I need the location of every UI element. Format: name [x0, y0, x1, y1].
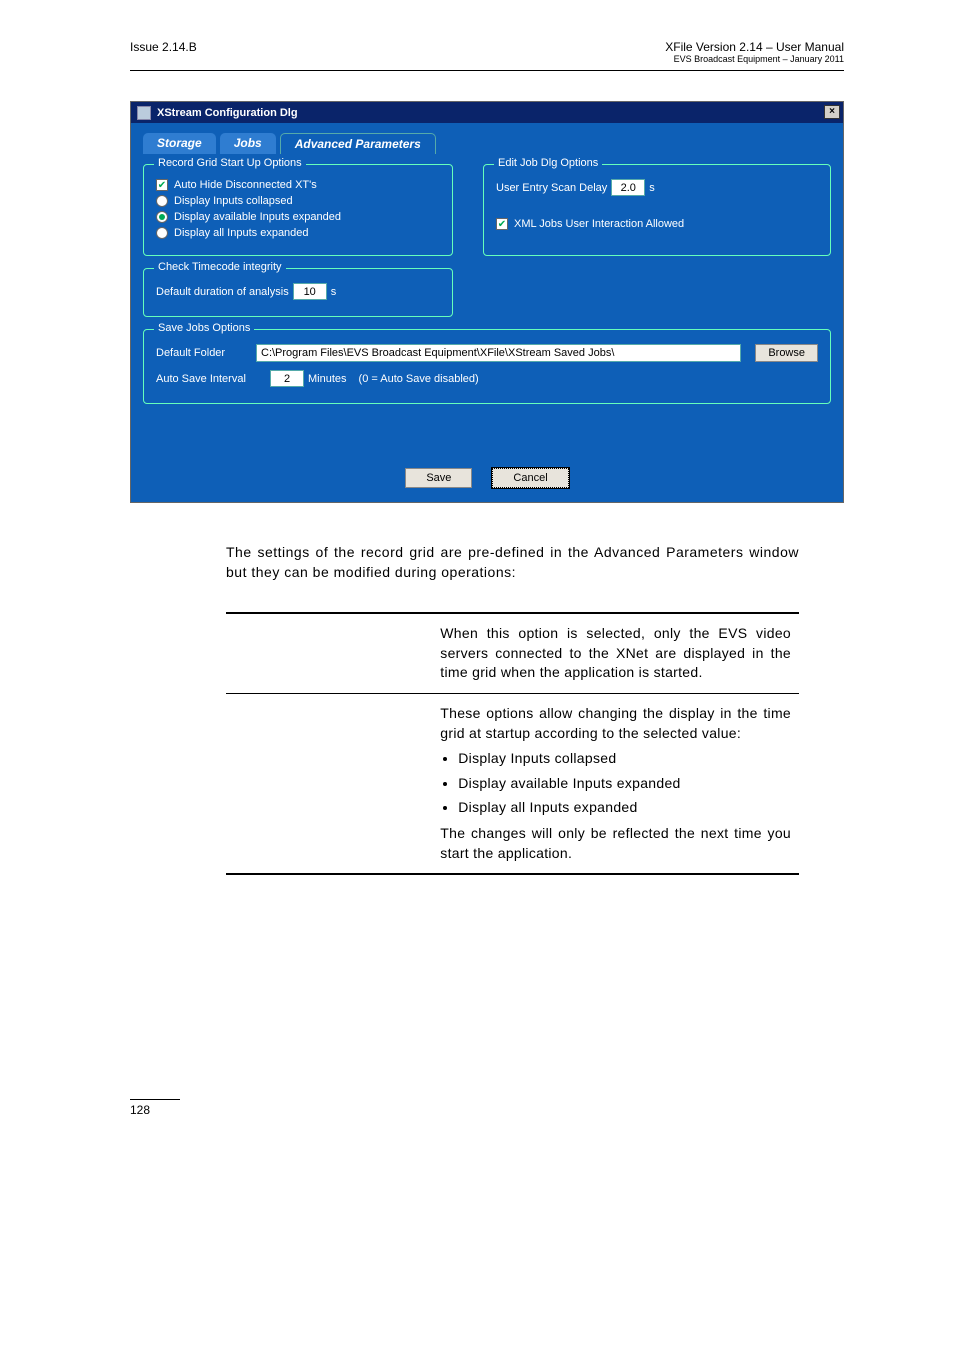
- unit-minutes: Minutes: [308, 373, 347, 385]
- save-button[interactable]: Save: [405, 468, 472, 488]
- label-duration: Default duration of analysis: [156, 286, 289, 298]
- app-icon: [137, 106, 151, 120]
- tab-advanced[interactable]: Advanced Parameters: [280, 133, 436, 154]
- dialog-titlebar: XStream Configuration Dlg ×: [131, 102, 843, 123]
- definition-table: When this option is selected, only the E…: [226, 612, 799, 875]
- radio-display-collapsed[interactable]: [156, 195, 168, 207]
- dialog-title: XStream Configuration Dlg: [157, 107, 298, 119]
- radio-display-all[interactable]: [156, 227, 168, 239]
- input-scan-delay[interactable]: [611, 179, 645, 196]
- row2-li1: Display Inputs collapsed: [458, 749, 791, 769]
- label-xml-jobs: XML Jobs User Interaction Allowed: [514, 218, 684, 230]
- label-auto-save-interval: Auto Save Interval: [156, 373, 266, 385]
- input-default-folder[interactable]: [256, 344, 741, 362]
- legend-record-grid: Record Grid Start Up Options: [154, 157, 306, 169]
- checkbox-auto-hide[interactable]: ✔: [156, 179, 168, 191]
- radio-display-available[interactable]: [156, 211, 168, 223]
- row2-intro: These options allow changing the display…: [440, 704, 791, 743]
- table-row: These options allow changing the display…: [226, 693, 799, 874]
- legend-save-jobs: Save Jobs Options: [154, 322, 254, 334]
- row2-li3: Display all Inputs expanded: [458, 798, 791, 818]
- doc-title: XFile Version 2.14 – User Manual: [665, 40, 844, 54]
- page-footer: 128: [130, 1095, 844, 1117]
- label-auto-hide: Auto Hide Disconnected XT's: [174, 179, 317, 191]
- config-dialog: XStream Configuration Dlg × Storage Jobs…: [130, 101, 844, 503]
- row2-outro: The changes will only be reflected the n…: [440, 824, 791, 863]
- input-auto-save-interval[interactable]: [270, 370, 304, 387]
- tab-storage[interactable]: Storage: [143, 133, 216, 154]
- tab-bar: Storage Jobs Advanced Parameters: [143, 133, 831, 154]
- legend-timecode: Check Timecode integrity: [154, 261, 286, 273]
- legend-edit-job: Edit Job Dlg Options: [494, 157, 602, 169]
- label-display-collapsed: Display Inputs collapsed: [174, 195, 293, 207]
- doc-subtitle: EVS Broadcast Equipment – January 2011: [665, 54, 844, 64]
- browse-button[interactable]: Browse: [755, 344, 818, 362]
- doc-title-block: XFile Version 2.14 – User Manual EVS Bro…: [665, 40, 844, 64]
- page-number: 128: [130, 1099, 180, 1117]
- table-row: When this option is selected, only the E…: [226, 613, 799, 693]
- close-button[interactable]: ×: [824, 105, 840, 119]
- label-scan-delay: User Entry Scan Delay: [496, 182, 607, 194]
- checkbox-xml-jobs[interactable]: ✔: [496, 218, 508, 230]
- row2-li2: Display available Inputs expanded: [458, 774, 791, 794]
- group-edit-job: Edit Job Dlg Options User Entry Scan Del…: [483, 164, 831, 256]
- dialog-body: Storage Jobs Advanced Parameters Record …: [131, 123, 843, 456]
- row1-desc: When this option is selected, only the E…: [432, 613, 799, 693]
- cancel-button[interactable]: Cancel: [492, 468, 568, 488]
- issue-label: Issue 2.14.B: [130, 40, 197, 54]
- label-display-all: Display all Inputs expanded: [174, 227, 309, 239]
- intro-paragraph: The settings of the record grid are pre-…: [226, 543, 799, 582]
- hint-auto-save: (0 = Auto Save disabled): [359, 373, 479, 385]
- page-header: Issue 2.14.B XFile Version 2.14 – User M…: [130, 40, 844, 71]
- group-record-grid: Record Grid Start Up Options ✔ Auto Hide…: [143, 164, 453, 256]
- group-timecode: Check Timecode integrity Default duratio…: [143, 268, 453, 317]
- group-save-jobs: Save Jobs Options Default Folder Browse …: [143, 329, 831, 404]
- unit-scan-delay: s: [649, 182, 655, 194]
- label-display-available: Display available Inputs expanded: [174, 211, 341, 223]
- unit-duration: s: [331, 286, 337, 298]
- input-duration[interactable]: [293, 283, 327, 300]
- label-default-folder: Default Folder: [156, 347, 256, 359]
- tab-jobs[interactable]: Jobs: [220, 133, 276, 154]
- dialog-footer: Save Cancel: [131, 456, 843, 502]
